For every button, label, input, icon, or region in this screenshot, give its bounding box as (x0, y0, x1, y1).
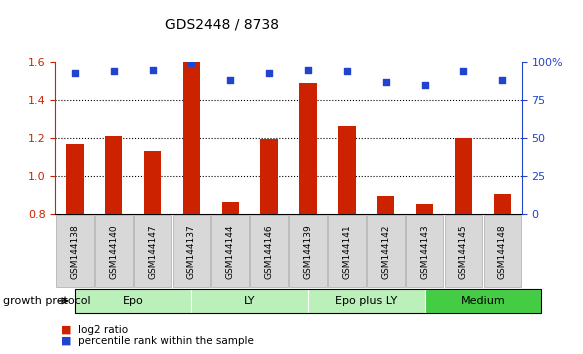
Bar (66, 144, 83, 214)
Point (109, 68, 118, 74)
Text: GDS2448 / 8738: GDS2448 / 8738 (164, 18, 279, 32)
Bar (105, 136, 122, 214)
Bar (144, 152, 161, 214)
Text: GSM144139: GSM144139 (304, 224, 312, 279)
Point (226, 78, 235, 83)
Text: GSM144141: GSM144141 (342, 224, 352, 279)
Text: GSM144147: GSM144147 (148, 224, 157, 279)
Bar (261, 139, 278, 214)
Point (498, 78, 507, 83)
Text: ■: ■ (61, 336, 72, 346)
Text: GSM144138: GSM144138 (71, 224, 79, 279)
Point (420, 82, 429, 88)
Text: percentile rank within the sample: percentile rank within the sample (78, 336, 254, 346)
Point (148, 67, 157, 72)
Point (459, 68, 468, 74)
Text: Epo plus LY: Epo plus LY (335, 296, 398, 306)
Text: GSM144146: GSM144146 (265, 224, 273, 279)
Point (187, 61, 196, 66)
Text: GSM144140: GSM144140 (109, 224, 118, 279)
Text: Medium: Medium (461, 296, 505, 306)
Point (342, 68, 352, 74)
Text: growth protocol: growth protocol (3, 296, 90, 306)
Bar (222, 202, 239, 214)
Bar (182, 62, 200, 214)
Bar (416, 204, 433, 214)
Point (381, 79, 391, 85)
Text: GSM144142: GSM144142 (381, 224, 390, 279)
Bar (338, 126, 356, 214)
Bar (299, 83, 317, 214)
Text: log2 ratio: log2 ratio (78, 325, 128, 335)
Point (303, 67, 312, 72)
Text: GSM144137: GSM144137 (187, 224, 196, 279)
Text: GSM144144: GSM144144 (226, 224, 235, 279)
Point (265, 70, 274, 75)
Text: GSM144145: GSM144145 (459, 224, 468, 279)
Text: Epo: Epo (123, 296, 143, 306)
Text: GSM144143: GSM144143 (420, 224, 429, 279)
Text: ■: ■ (61, 325, 72, 335)
Bar (455, 138, 472, 214)
Bar (377, 196, 395, 214)
Text: GSM144148: GSM144148 (498, 224, 507, 279)
Text: LY: LY (244, 296, 255, 306)
Point (70, 70, 79, 75)
Bar (494, 194, 511, 214)
